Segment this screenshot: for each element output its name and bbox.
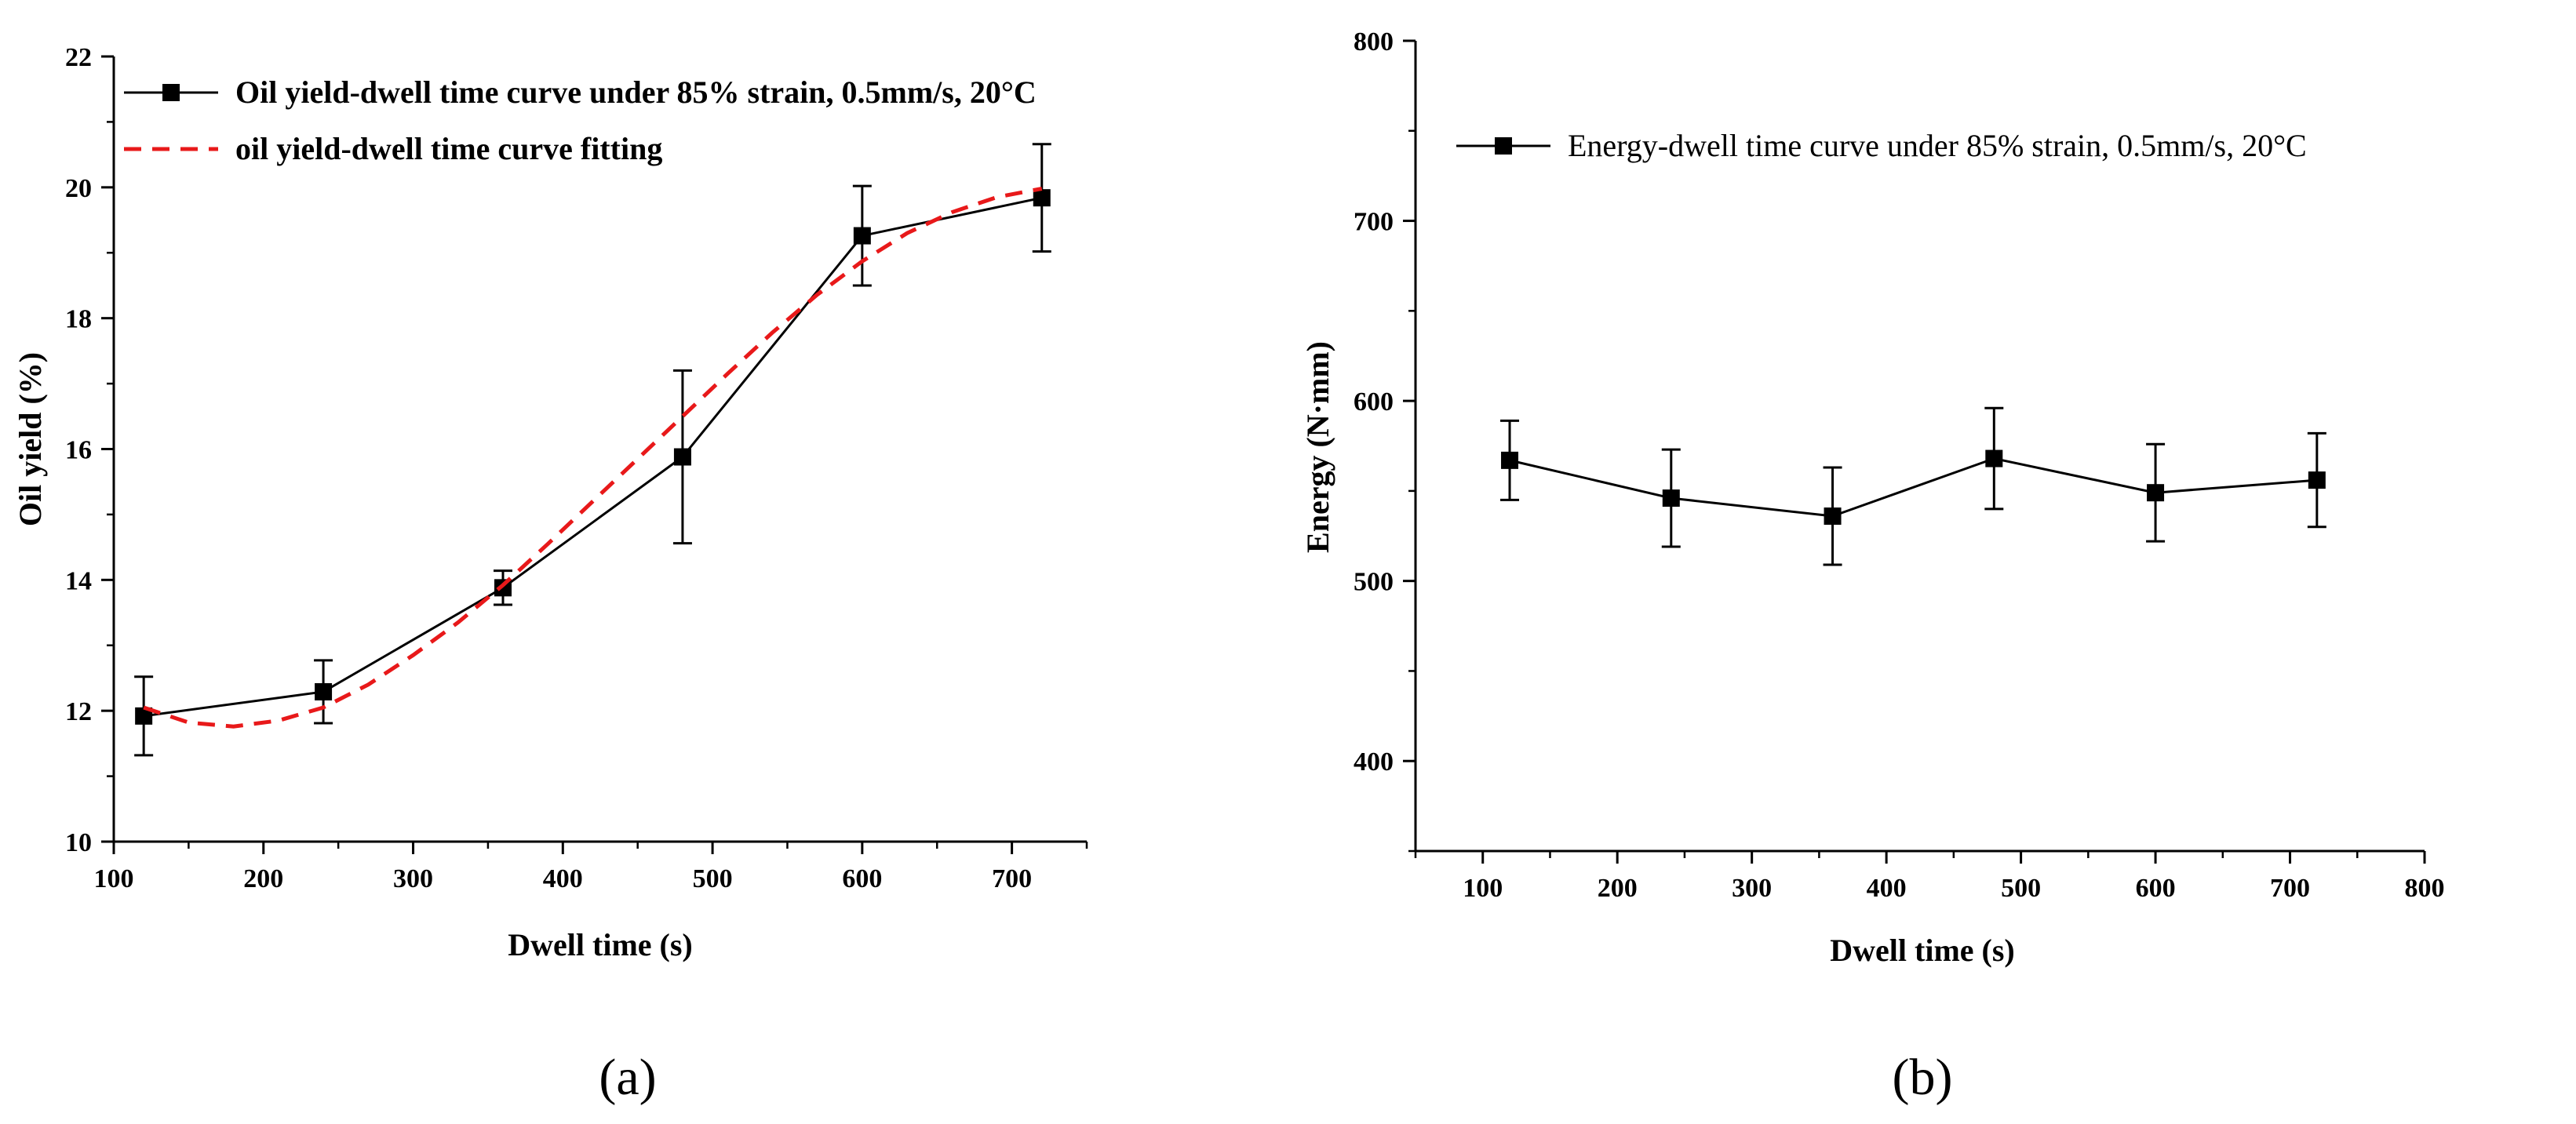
chart-b-x-tick-label: 500 xyxy=(2001,874,2041,903)
chart-b-x-tick-label: 800 xyxy=(2405,874,2445,903)
chart-a-series-0-line xyxy=(143,196,1043,718)
chart-a-x-tick-label: 400 xyxy=(543,864,583,893)
chart-a-y-tick-label: 18 xyxy=(65,305,92,334)
chart-a-series-0-point xyxy=(1033,189,1051,207)
chart-b-series-0-point xyxy=(1662,489,1680,507)
chart-a-legend-label-1: oil yield-dwell time curve fitting xyxy=(235,131,662,166)
chart-b-series-0-line xyxy=(1509,457,2317,518)
chart-panel-a: 100 200 300 400 500 600 700 10 12 14 16 18 20 22 Oil … xyxy=(13,43,1088,1106)
chart-a-y-tick-label: 10 xyxy=(65,828,92,857)
chart-a-x-tick-label: 700 xyxy=(992,864,1032,893)
chart-a-y-tick-label: 16 xyxy=(65,436,92,465)
chart-b-y-tick-label: 500 xyxy=(1354,568,1394,597)
chart-b-x-tick-label: 100 xyxy=(1463,874,1503,903)
chart-a-x-tick-label: 600 xyxy=(842,864,882,893)
chart-a-series-1-line xyxy=(143,187,1043,729)
chart-a-x-tick-label: 500 xyxy=(693,864,733,893)
chart-b-ylabel: Energy (N·mm) xyxy=(1300,341,1335,553)
chart-a-x-tick-label: 300 xyxy=(393,864,433,893)
chart-b-x-tick-label: 600 xyxy=(2136,874,2176,903)
chart-b-y-tick-label: 700 xyxy=(1354,208,1394,237)
chart-b-series-0-point xyxy=(1501,451,1519,469)
chart-a-plot-area xyxy=(134,143,1051,757)
chart-a-y-tick-label: 20 xyxy=(65,174,92,203)
chart-a-legend-entry-1: oil yield-dwell time curve fitting xyxy=(124,131,662,166)
chart-a-legend-entry-0: Oil yield-dwell time curve under 85% str… xyxy=(124,75,1037,110)
chart-a-ticks: 100 200 300 400 500 600 700 10 12 14 16 18 20 22 xyxy=(65,43,1088,893)
chart-a-y-tick-label: 12 xyxy=(65,697,92,726)
chart-b-y-tick-label: 800 xyxy=(1354,27,1394,56)
chart-b-legend: Energy-dwell time curve under 85% strain… xyxy=(1456,128,2307,163)
chart-b-plot-area xyxy=(1500,406,2326,566)
chart-b-panel-label: (b) xyxy=(1893,1049,1953,1106)
chart-a-series-0-point xyxy=(673,448,691,466)
chart-b-legend-entry-0: Energy-dwell time curve under 85% strain… xyxy=(1456,128,2307,163)
chart-a-panel-label: (a) xyxy=(599,1049,656,1106)
chart-b-y-tick-label: 600 xyxy=(1354,387,1394,416)
chart-a-series-0-point xyxy=(315,682,333,700)
chart-a-series-0-point xyxy=(135,707,153,725)
chart-a-legend: Oil yield-dwell time curve under 85% str… xyxy=(124,75,1037,166)
chart-b-series-0-point xyxy=(2147,484,2165,502)
chart-b-legend-label-0: Energy-dwell time curve under 85% strain… xyxy=(1568,128,2307,163)
chart-panel-b: 100 200 300 400 500 600 700 800400500600700800 … xyxy=(1300,27,2445,1106)
chart-b-xlabel: Dwell time (s) xyxy=(1830,933,2014,968)
chart-a-y-tick-label: 22 xyxy=(65,43,92,72)
chart-a-series-0-point xyxy=(853,227,871,245)
chart-b-x-tick-label: 200 xyxy=(1598,874,1638,903)
chart-b-x-tick-label: 400 xyxy=(1867,874,1907,903)
chart-a-legend-label-0: Oil yield-dwell time curve under 85% str… xyxy=(235,75,1037,110)
chart-a-xlabel: Dwell time (s) xyxy=(508,927,692,962)
chart-a-y-tick-label: 14 xyxy=(65,566,92,595)
chart-a-x-tick-label: 100 xyxy=(94,864,134,893)
chart-b-series-0-point xyxy=(1985,449,2003,467)
chart-b-series-0-point xyxy=(1824,507,1842,526)
chart-b-x-tick-label: 300 xyxy=(1732,874,1772,903)
chart-b-x-tick-label: 700 xyxy=(2270,874,2310,903)
chart-a-ylabel: Oil yield (%) xyxy=(13,352,48,526)
chart-b-ticks: 100 200 300 400 500 600 700 800 400 500 600 700 800 xyxy=(1354,27,2445,903)
chart-a-x-tick-label: 200 xyxy=(243,864,283,893)
chart-b-y-tick-label: 400 xyxy=(1354,748,1394,777)
chart-b-series-0-point xyxy=(2308,471,2326,489)
